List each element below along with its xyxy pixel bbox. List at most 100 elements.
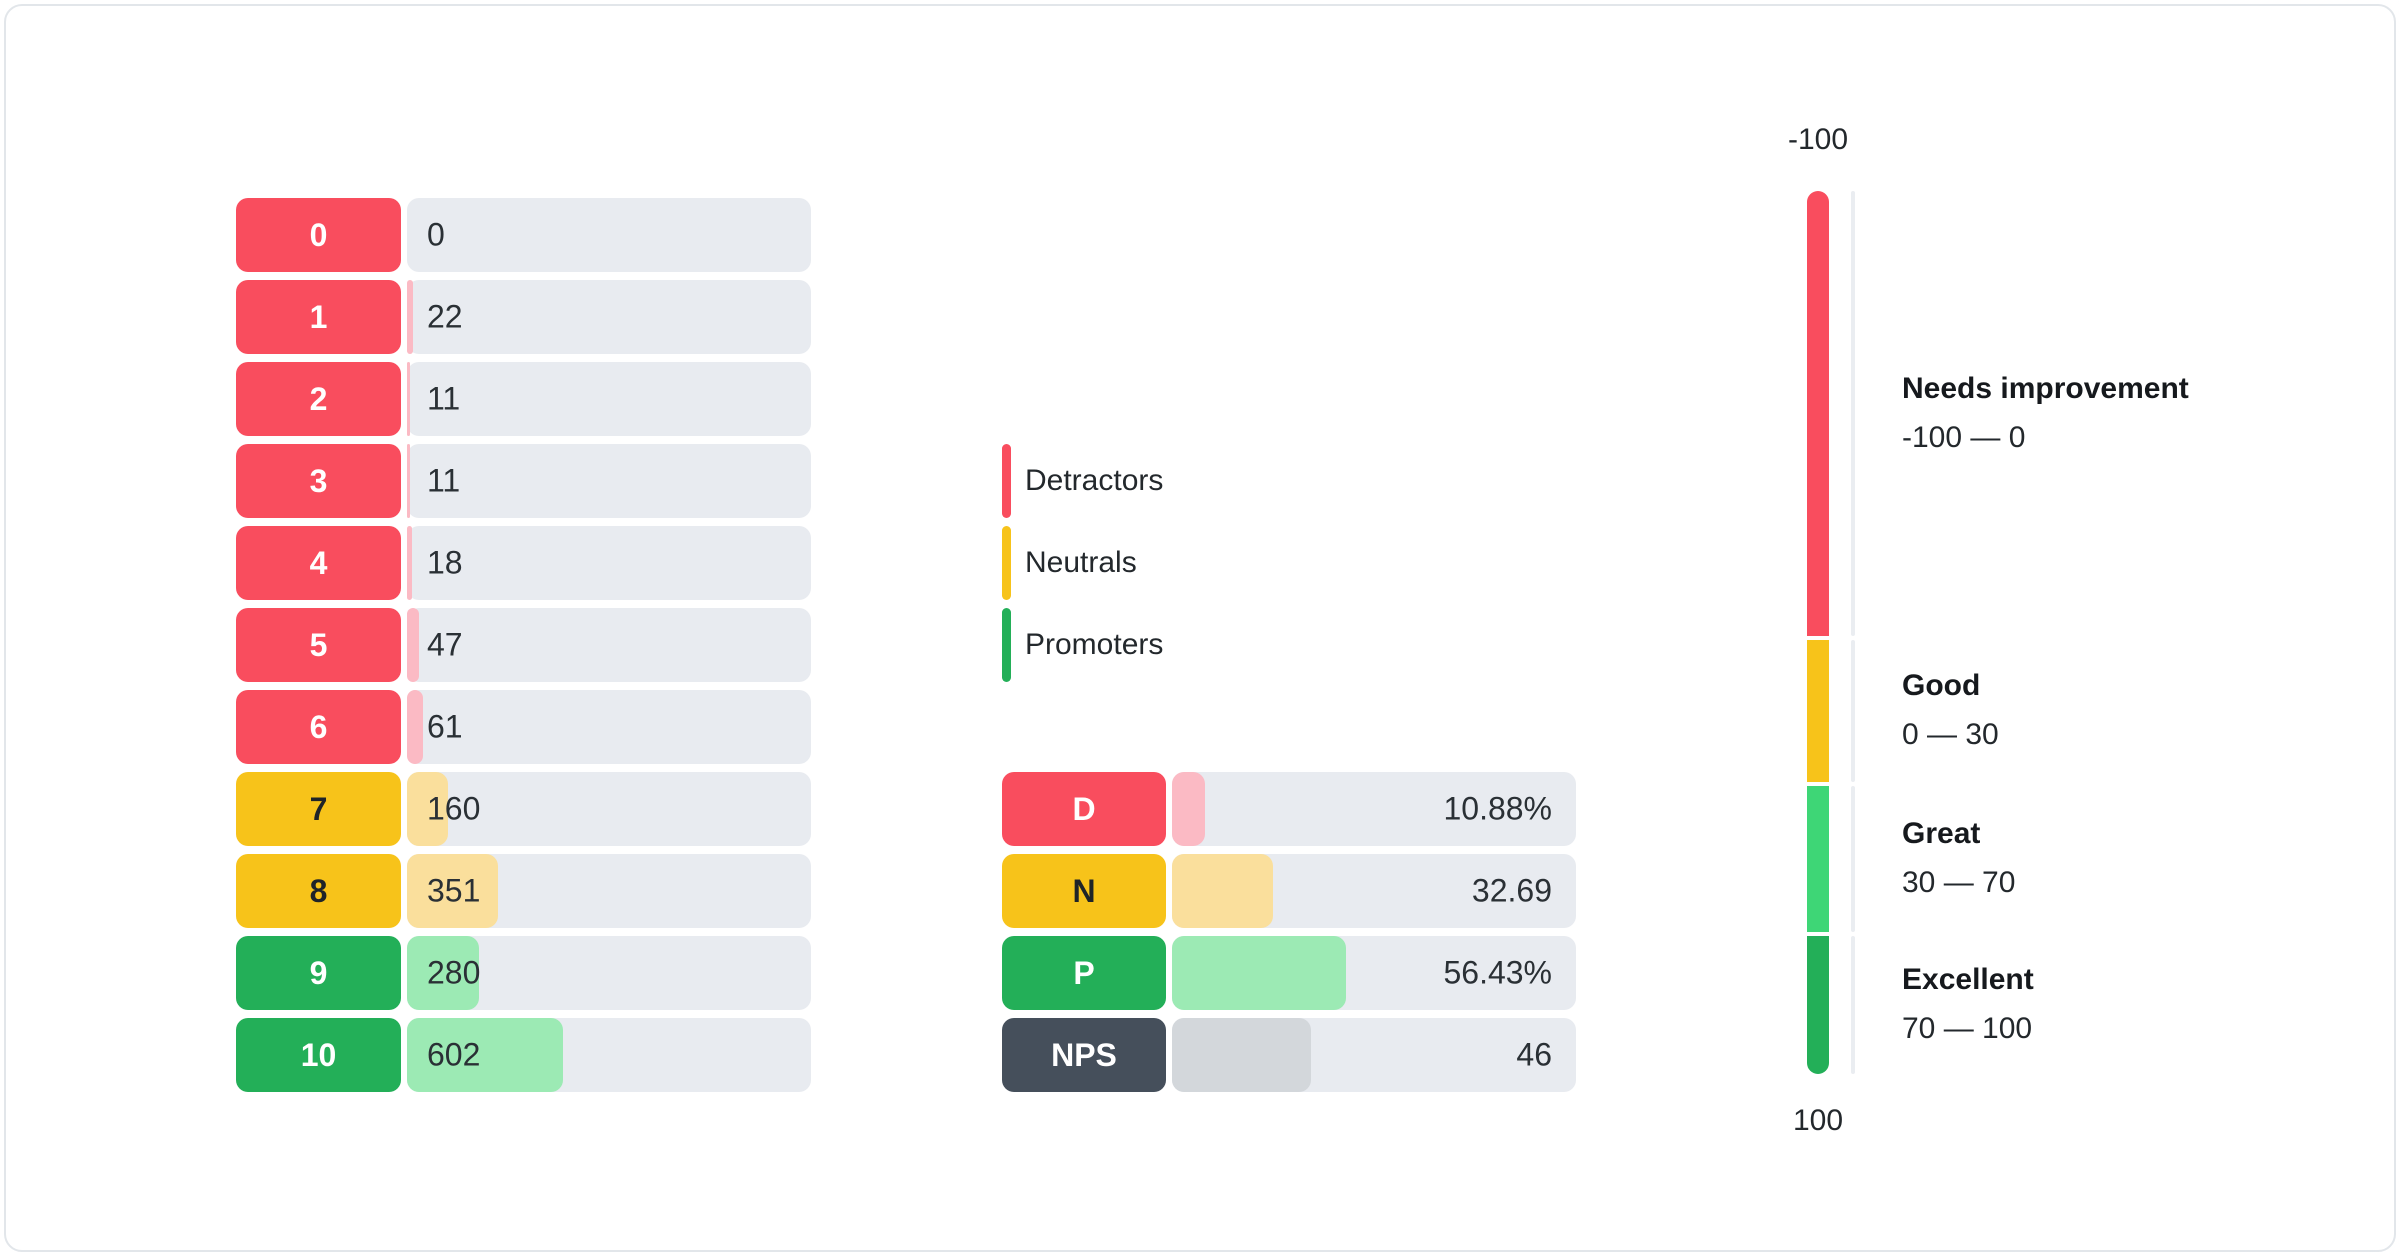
summary-label: D (1002, 772, 1166, 846)
score-label: 7 (236, 772, 401, 846)
gauge-axis-segment (1851, 191, 1855, 636)
summary-track: 56.43% (1172, 936, 1576, 1010)
chart-legend: Detractors Neutrals Promoters (1002, 444, 1163, 682)
summary-value: 32.69 (1471, 872, 1552, 909)
legend-label: Detractors (1025, 464, 1164, 497)
summary-row: N 32.69 (1002, 854, 1576, 928)
histogram-row: 10 602 (236, 1018, 811, 1092)
bar-track: 11 (407, 444, 811, 518)
summary-fill (1172, 1018, 1311, 1092)
count-label: 11 (427, 462, 461, 499)
summary-fill (1172, 772, 1205, 846)
gauge-zone-label-group: Excellent 70 — 100 (1902, 959, 2322, 1050)
histogram-row: 7 160 (236, 772, 811, 846)
score-label: 6 (236, 690, 401, 764)
bar-fill (407, 526, 412, 600)
gauge-zone-range: 0 — 30 (1902, 718, 1999, 751)
score-label: 10 (236, 1018, 401, 1092)
gauge-axis-segment (1851, 640, 1855, 782)
gauge-segment-neutral (1807, 640, 1829, 782)
bar-fill (407, 772, 449, 846)
gauge-max-label: 100 (1792, 1104, 1844, 1137)
count-label: 61 (427, 708, 463, 745)
histogram-row: 1 22 (236, 280, 811, 354)
gauge-segment-promoter (1807, 936, 1829, 1074)
gauge-zone-label-group: Needs improvement -100 — 0 (1902, 368, 2322, 459)
summary-label: N (1002, 854, 1166, 928)
summary-value: 10.88% (1443, 790, 1552, 827)
bar-track: 0 (407, 198, 811, 272)
bar-fill (407, 362, 410, 436)
summary-track: 46 (1172, 1018, 1576, 1092)
score-distribution-chart: 0 0 1 22 2 11 3 11 4 18 5 47 6 61 7 160 8 351 9 280 10 602 (236, 198, 811, 1092)
gauge-zone-title: Needs improvement (1902, 371, 2189, 405)
bar-fill (407, 854, 498, 928)
legend-item: Neutrals (1002, 526, 1163, 600)
histogram-row: 9 280 (236, 936, 811, 1010)
count-label: 11 (427, 380, 461, 417)
histogram-row: 6 61 (236, 690, 811, 764)
gauge-zone-label-group: Great 30 — 70 (1902, 813, 2322, 904)
legend-item: Detractors (1002, 444, 1163, 518)
score-label: 5 (236, 608, 401, 682)
score-label: 1 (236, 280, 401, 354)
gauge-segment-detractor (1807, 191, 1829, 636)
bar-track: 351 (407, 854, 811, 928)
summary-value: 56.43% (1443, 954, 1552, 991)
bar-track: 22 (407, 280, 811, 354)
gauge-bar (1807, 191, 1829, 1074)
gauge-min-label: -100 (1787, 123, 1849, 156)
summary-track: 32.69 (1172, 854, 1576, 928)
bar-fill (407, 690, 423, 764)
dashboard-card: 0 0 1 22 2 11 3 11 4 18 5 47 6 61 7 160 8 351 9 280 10 602 De… (4, 4, 2396, 1252)
gauge-zone-title: Great (1902, 817, 1981, 850)
summary-row: D 10.88% (1002, 772, 1576, 846)
bar-track: 602 (407, 1018, 811, 1092)
legend-label: Neutrals (1025, 546, 1137, 579)
legend-label: Promoters (1025, 628, 1164, 661)
histogram-row: 8 351 (236, 854, 811, 928)
gauge-zone-title: Excellent (1902, 963, 2034, 996)
gauge-axis-segment (1851, 786, 1855, 932)
summary-fill (1172, 936, 1346, 1010)
bar-track: 18 (407, 526, 811, 600)
count-label: 0 (427, 216, 445, 253)
count-label: 47 (427, 626, 463, 663)
bar-track: 160 (407, 772, 811, 846)
bar-fill (407, 608, 420, 682)
bar-fill (407, 1018, 563, 1092)
bar-fill (407, 280, 413, 354)
score-label: 2 (236, 362, 401, 436)
histogram-row: 2 11 (236, 362, 811, 436)
legend-swatch-neutral (1002, 526, 1011, 600)
score-label: 9 (236, 936, 401, 1010)
histogram-row: 5 47 (236, 608, 811, 682)
legend-swatch-promoter (1002, 608, 1011, 682)
count-label: 602 (427, 1036, 481, 1073)
bar-fill (407, 936, 480, 1010)
bar-track: 47 (407, 608, 811, 682)
score-label: 8 (236, 854, 401, 928)
score-label: 3 (236, 444, 401, 518)
summary-fill (1172, 854, 1273, 928)
bar-track: 280 (407, 936, 811, 1010)
histogram-row: 3 11 (236, 444, 811, 518)
histogram-row: 4 18 (236, 526, 811, 600)
gauge-zone-range: -100 — 0 (1902, 420, 2026, 454)
summary-label: P (1002, 936, 1166, 1010)
gauge-zone-label-group: Good 0 — 30 (1902, 665, 2322, 756)
gauge-axis-line (1851, 191, 1855, 1074)
gauge-zone-range: 30 — 70 (1902, 866, 2016, 899)
count-label: 18 (427, 544, 463, 581)
gauge-zone-title: Good (1902, 669, 1981, 702)
score-label: 0 (236, 198, 401, 272)
summary-label: NPS (1002, 1018, 1166, 1092)
gauge-zone-range: 70 — 100 (1902, 1012, 2033, 1045)
count-label: 280 (427, 954, 481, 991)
count-label: 351 (427, 872, 481, 909)
nps-summary-chart: D 10.88% N 32.69 P 56.43% NPS 46 (1002, 772, 1576, 1092)
gauge-segment-great (1807, 786, 1829, 932)
legend-swatch-detractor (1002, 444, 1011, 518)
summary-row: P 56.43% (1002, 936, 1576, 1010)
